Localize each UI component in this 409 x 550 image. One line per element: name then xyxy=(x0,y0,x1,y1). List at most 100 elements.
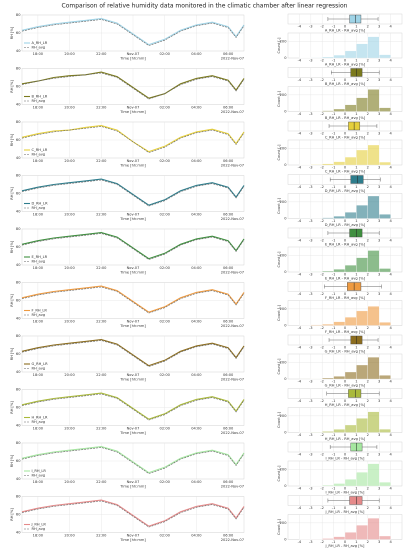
x-tick-label: -4 xyxy=(298,59,302,63)
y-tick-label: 60 xyxy=(16,352,21,356)
x-tick-label: -1 xyxy=(332,540,336,544)
x-tick-label: 2 xyxy=(367,346,369,350)
x-tick-label: 0 xyxy=(344,185,347,189)
x-tick-label: Nov-07 xyxy=(127,480,140,484)
y-axis-label: RH [%] xyxy=(10,401,14,414)
x-tick-label: 0 xyxy=(344,78,347,82)
x-tick-label: -4 xyxy=(298,185,302,189)
histogram-bar xyxy=(356,525,368,540)
histogram-bar xyxy=(379,268,391,273)
x-tick-label: 0 xyxy=(344,399,347,403)
x-tick-label: 2 xyxy=(367,399,369,403)
histogram-bar xyxy=(344,50,357,59)
y-axis-label: Count [-] xyxy=(277,144,281,161)
series-line xyxy=(21,18,245,46)
x-tick-label: 0 xyxy=(344,326,347,330)
x-axis-label: Time [hh:mm] xyxy=(119,538,146,542)
histogram-bar xyxy=(367,36,380,59)
y-tick-label: 60 xyxy=(16,138,21,142)
legend-label: RH_avg xyxy=(32,367,46,371)
x-axis-label: Time [hh:mm] xyxy=(119,271,146,275)
histogram-bar xyxy=(344,317,357,326)
series-line xyxy=(21,178,245,206)
x-tick-label: -1 xyxy=(332,78,336,82)
x-tick-label: 04:00 xyxy=(191,106,202,110)
x-tick-label: 18:00 xyxy=(33,320,44,324)
x-tick-label: 3 xyxy=(378,273,380,277)
y-tick-label: 60 xyxy=(16,406,21,410)
x-tick-label: 3 xyxy=(378,380,380,384)
y-tick-label: 200 xyxy=(280,467,288,471)
x-tick-label: 4 xyxy=(389,399,392,403)
series-line xyxy=(21,447,245,474)
x-tick-label: -4 xyxy=(298,433,302,437)
x-tick-label: -4 xyxy=(298,540,302,544)
x-tick-label: 04:00 xyxy=(191,373,202,377)
legend-label: J_RH_LR xyxy=(31,523,47,527)
x-tick-label: 22:00 xyxy=(96,320,107,324)
y-tick-label: 200 xyxy=(280,360,288,364)
x-tick-label: 4 xyxy=(389,132,392,136)
x-tick-label: 0 xyxy=(344,346,347,350)
x-tick-label: 0 xyxy=(344,239,347,243)
x-tick-label: 4 xyxy=(389,166,392,170)
x-tick-label: 0 xyxy=(344,292,347,296)
y-tick-label: 40 xyxy=(16,210,21,214)
x-tick-label: 06:00 xyxy=(223,159,234,163)
x-axis-label: B_RH_LR - RH_avg [%] xyxy=(325,82,366,86)
x-tick-label: Nov-07 xyxy=(127,159,140,163)
x-tick-label: -1 xyxy=(332,292,336,296)
x-axis-label: F_RH_LR - RH_avg [%] xyxy=(325,330,366,334)
y-tick-label: 0 xyxy=(284,56,287,60)
histogram-bar xyxy=(344,104,357,112)
x-tick-label: 1 xyxy=(355,506,357,510)
x-tick-label: -4 xyxy=(298,239,302,243)
histogram-bar xyxy=(333,54,346,59)
series-line xyxy=(21,499,245,527)
x-tick-label: 4 xyxy=(389,78,392,82)
x-tick-label: 3 xyxy=(378,346,380,350)
y-tick-label: 40 xyxy=(16,263,21,267)
x-tick-label: 2 xyxy=(367,326,369,330)
x-offset-label: 2022-Nov-07 xyxy=(221,217,244,221)
x-tick-label: Nov-07 xyxy=(127,320,140,324)
x-tick-label: 22:00 xyxy=(96,159,107,163)
y-tick-label: 60 xyxy=(16,459,21,463)
legend-label: F_RH_LR xyxy=(32,309,48,313)
histogram-bar xyxy=(333,161,346,166)
x-tick-label: -3 xyxy=(309,292,313,296)
x-tick-label: -4 xyxy=(298,78,302,82)
y-axis-label: RH [%] xyxy=(10,187,14,200)
y-tick-label: 80 xyxy=(16,441,21,445)
x-tick-label: 1 xyxy=(355,239,357,243)
y-tick-label: 40 xyxy=(16,49,21,53)
x-tick-label: -3 xyxy=(309,132,313,136)
x-tick-label: 02:00 xyxy=(160,106,171,110)
histogram-bar xyxy=(310,324,323,326)
x-tick-label: -2 xyxy=(320,292,324,296)
x-tick-label: -2 xyxy=(320,487,324,491)
y-axis-label: RH [%] xyxy=(10,26,14,39)
histogram-bar xyxy=(344,479,357,487)
x-axis-label: H_RH_LR - RH_avg [%] xyxy=(325,437,366,441)
x-tick-label: 02:00 xyxy=(160,534,171,538)
x-axis-label: Time [hh:mm] xyxy=(119,57,146,61)
x-tick-label: 18:00 xyxy=(33,159,44,163)
histogram-bar xyxy=(356,257,368,273)
y-tick-label: 200 xyxy=(280,307,288,311)
x-axis-label: E_RH_LR - RH_avg [%] xyxy=(325,277,366,281)
x-tick-label: 04:00 xyxy=(191,480,202,484)
x-tick-label: 4 xyxy=(389,219,392,223)
x-tick-label: -4 xyxy=(298,380,302,384)
x-tick-label: -1 xyxy=(332,112,336,116)
x-tick-label: -3 xyxy=(309,59,313,63)
legend-label: RH_avg xyxy=(32,153,46,157)
x-tick-label: -2 xyxy=(320,59,324,63)
x-tick-label: Nov-07 xyxy=(127,213,140,217)
y-tick-label: 200 xyxy=(280,39,288,43)
x-tick-label: 0 xyxy=(344,112,347,116)
x-tick-label: 18:00 xyxy=(33,213,44,217)
x-tick-label: -4 xyxy=(298,506,302,510)
x-tick-label: -3 xyxy=(309,185,313,189)
